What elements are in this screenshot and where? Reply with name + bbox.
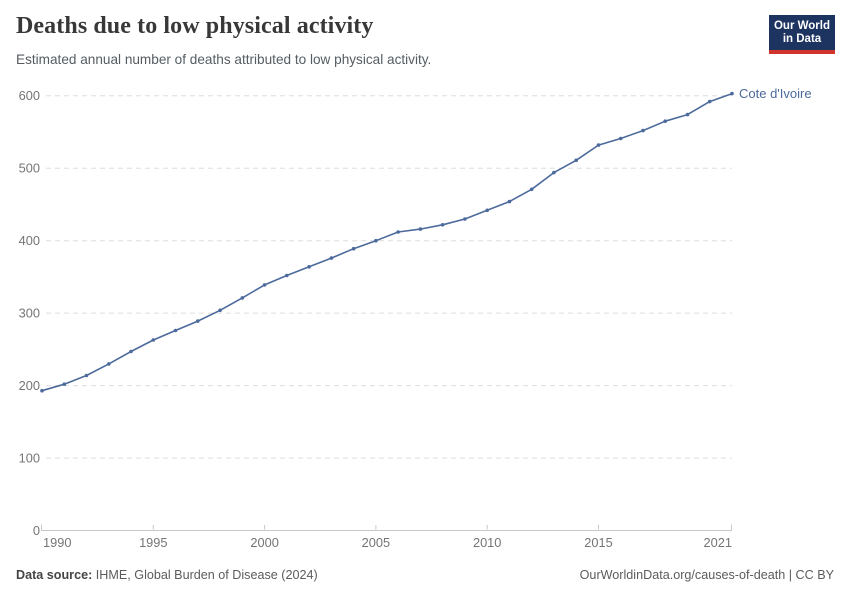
data-point: [730, 91, 734, 96]
data-point: [418, 227, 423, 231]
citation-line: OurWorldinData.org/causes-of-death | CC …: [580, 568, 834, 582]
data-point: [285, 273, 289, 278]
citation-separator: |: [785, 568, 796, 582]
data-point: [707, 99, 712, 104]
data-point: [151, 338, 156, 342]
x-axis-label: 2010: [473, 535, 501, 550]
data-point: [218, 308, 222, 313]
license-text: CC BY: [795, 568, 835, 582]
logo-line2: in Data: [782, 32, 822, 45]
data-point: [618, 136, 623, 141]
data-point: [307, 265, 311, 269]
data-point: [396, 230, 400, 234]
data-point: [196, 319, 200, 323]
data-source-label: Data source:: [16, 568, 93, 582]
x-axis-label: 2005: [362, 535, 390, 550]
data-point: [107, 362, 111, 366]
data-point: [641, 128, 645, 133]
data-point: [440, 223, 445, 227]
data-source-text: IHME, Global Burden of Disease (2024): [92, 568, 318, 582]
page-subtitle: Estimated annual number of deaths attrib…: [16, 52, 432, 67]
entity-label[interactable]: Cote d'Ivoire: [739, 86, 812, 101]
y-axis-label: 500: [19, 161, 40, 176]
data-point: [351, 246, 356, 251]
y-axis-label: 200: [19, 378, 40, 393]
page-title: Deaths due to low physical activity: [16, 13, 374, 39]
data-point: [84, 373, 89, 378]
data-point: [129, 349, 133, 354]
data-point: [240, 296, 245, 300]
data-point: [463, 217, 467, 221]
y-axis-label: 400: [19, 233, 40, 248]
owid-logo[interactable]: Our World in Data: [769, 15, 835, 54]
data-point: [552, 170, 556, 175]
data-point: [485, 208, 490, 213]
data-source-line: Data source: IHME, Global Burden of Dise…: [16, 568, 318, 582]
x-axis-label: 2000: [250, 535, 278, 550]
data-line: [41, 92, 733, 392]
data-point: [62, 382, 67, 387]
y-axis-label: 100: [19, 450, 40, 465]
data-point: [685, 112, 690, 117]
data-point: [663, 119, 667, 123]
x-axis-label: 2015: [584, 535, 612, 550]
data-point: [529, 187, 534, 192]
y-axis-label: 300: [19, 306, 40, 321]
x-axis-label: 2021: [704, 535, 732, 550]
data-point: [596, 143, 601, 147]
data-point: [262, 283, 267, 287]
citation-link[interactable]: OurWorldinData.org/causes-of-death: [579, 568, 786, 582]
logo-line1: Our World: [773, 19, 830, 32]
data-point: [40, 388, 44, 393]
y-axis-label: 600: [19, 88, 40, 103]
x-axis-label: 1995: [139, 535, 167, 550]
data-point: [173, 328, 178, 333]
y-axis-label: 0: [33, 523, 40, 538]
x-axis-label: 1990: [43, 535, 71, 550]
data-point: [374, 238, 378, 243]
data-point: [507, 199, 512, 204]
chart-footer: Data source: IHME, Global Burden of Dise…: [16, 568, 834, 582]
data-point: [574, 158, 578, 163]
data-point: [329, 256, 334, 260]
